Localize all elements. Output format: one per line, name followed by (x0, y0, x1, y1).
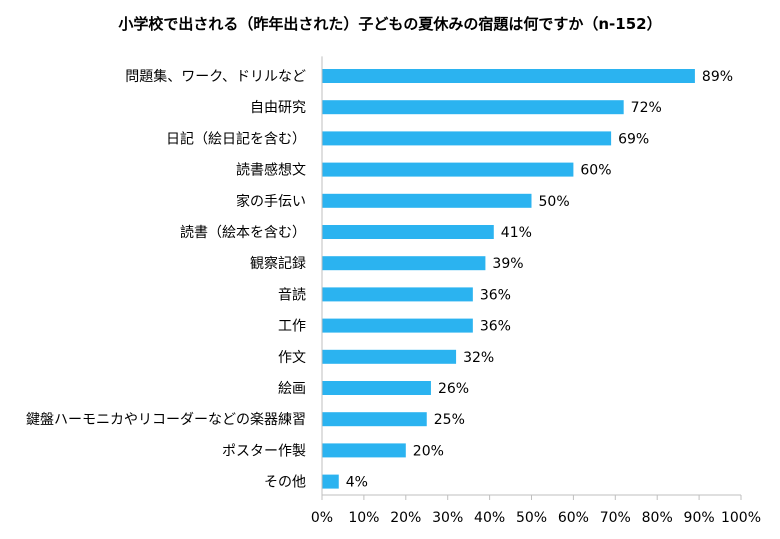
category-label: 鍵盤ハーモニカやリコーダーなどの楽器練習 (26, 412, 306, 428)
x-tick-label: 60% (558, 510, 589, 526)
x-tick-label: 80% (642, 510, 673, 526)
value-label: 36% (480, 287, 511, 303)
category-label: 工作 (278, 319, 306, 335)
category-label: ポスター作製 (222, 443, 306, 459)
category-label: 音読 (278, 286, 306, 303)
x-tick-label: 50% (516, 510, 547, 526)
x-tick-label: 100% (721, 510, 761, 526)
value-label: 20% (413, 443, 444, 459)
category-label: 作文 (278, 350, 306, 366)
category-label: 問題集、ワーク、ドリルなど (125, 68, 306, 85)
bar (322, 474, 339, 489)
category-label: その他 (264, 475, 306, 491)
value-label: 25% (434, 412, 465, 428)
value-label: 89% (702, 69, 733, 85)
value-label: 32% (463, 350, 494, 366)
value-label: 50% (539, 194, 570, 210)
x-tick-label: 20% (390, 510, 421, 526)
bar (322, 349, 457, 364)
bar (322, 69, 695, 83)
category-label: 絵画 (278, 381, 306, 397)
x-tick-label: 40% (474, 510, 505, 526)
bar (322, 381, 431, 395)
bar (322, 287, 473, 302)
bar (322, 443, 406, 458)
bar (322, 193, 532, 208)
x-tick-label: 70% (600, 510, 631, 526)
bar (322, 318, 473, 333)
value-label: 69% (618, 131, 649, 147)
value-label: 72% (631, 100, 662, 116)
chart-title: 小学校で出される（昨年出された）子どもの夏休みの宿題は何ですか（n-152） (118, 15, 661, 33)
value-label: 26% (438, 381, 469, 397)
category-label: 自由研究 (250, 100, 306, 116)
value-label: 41% (501, 225, 532, 241)
category-label: 日記（絵日記を含む） (166, 130, 306, 147)
bar (322, 131, 612, 146)
x-tick-label: 30% (432, 510, 463, 526)
value-label: 39% (492, 256, 523, 272)
value-label: 60% (580, 163, 611, 179)
category-label: 観察記録 (250, 255, 306, 272)
category-label: 家の手伝い (236, 193, 306, 210)
x-tick-label: 10% (348, 510, 379, 526)
bar (322, 225, 494, 239)
value-label: 4% (346, 475, 368, 491)
category-label: 読書（絵本を含む） (180, 224, 306, 241)
category-label: 読書感想文 (236, 162, 306, 179)
bar (322, 162, 574, 177)
bar (322, 412, 427, 427)
value-label: 36% (480, 319, 511, 335)
bar (322, 256, 486, 271)
x-tick-label: 0% (311, 510, 333, 526)
x-tick-label: 90% (684, 510, 715, 526)
bar (322, 100, 624, 115)
